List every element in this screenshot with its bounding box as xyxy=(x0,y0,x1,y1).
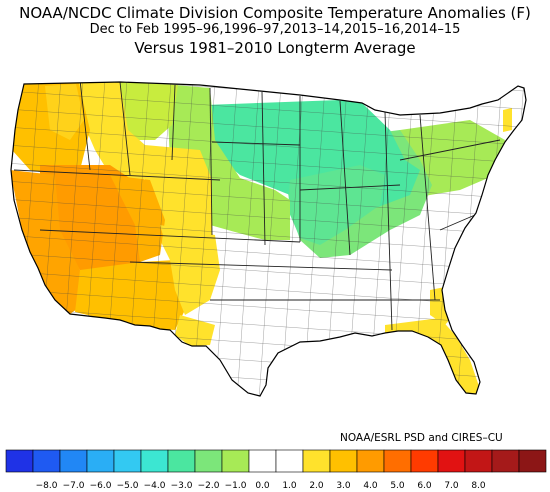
colorbar-cell xyxy=(167,449,196,473)
map-credit: NOAA/ESRL PSD and CIRES–CU xyxy=(340,432,503,444)
colorbar-tick-label: −4.0 xyxy=(144,481,166,491)
colorbar-tick-label: −8.0 xyxy=(36,481,58,491)
colorbar-tick-label: −1.0 xyxy=(225,481,247,491)
colorbar-tick-label: 3.0 xyxy=(336,481,351,491)
colorbar-tick-label: 6.0 xyxy=(417,481,432,491)
colorbar-tick-label: −3.0 xyxy=(171,481,193,491)
colorbar-cell xyxy=(410,449,439,473)
colorbar-cell xyxy=(59,449,88,473)
colorbar-tick-label: 1.0 xyxy=(282,481,297,491)
colorbar-cell xyxy=(248,449,277,473)
colorbar-tick-label: 0.0 xyxy=(255,481,270,491)
colorbar-cell xyxy=(194,449,223,473)
colorbar-cell xyxy=(518,449,547,473)
colorbar-cell xyxy=(437,449,466,473)
us-climate-division-map xyxy=(10,81,527,397)
colorbar-tick-label: 4.0 xyxy=(363,481,378,491)
colorbar-cell xyxy=(491,449,520,473)
colorbar-cell xyxy=(356,449,385,473)
map-subtitle-baseline: Versus 1981–2010 Longterm Average xyxy=(134,39,416,57)
colorbar-cell xyxy=(32,449,61,473)
map-title: NOAA/NCDC Climate Division Composite Tem… xyxy=(19,4,531,22)
colorbar-cell xyxy=(275,449,304,473)
colorbar-cell xyxy=(113,449,142,473)
colorbar-tick-label: −7.0 xyxy=(63,481,85,491)
colorbar-cell xyxy=(464,449,493,473)
colorbar-cell xyxy=(302,449,331,473)
colorbar: −8.0 −7.0 −6.0 −5.0 −4.0 −3.0 −2.0 −1.0 0.0 1.0 2.… xyxy=(5,449,547,491)
map-subtitle-seasons: Dec to Feb 1995–96,1996–97,2013–14,2015–… xyxy=(89,22,461,37)
colorbar-cell xyxy=(329,449,358,473)
colorbar-tick-label: −5.0 xyxy=(117,481,139,491)
colorbar-cell xyxy=(140,449,169,473)
colorbar-tick-label: 5.0 xyxy=(390,481,405,491)
colorbar-tick-label: 8.0 xyxy=(471,481,486,491)
colorbar-cell xyxy=(86,449,115,473)
colorbar-cell xyxy=(383,449,412,473)
colorbar-tick-label: −2.0 xyxy=(198,481,220,491)
colorbar-tick-label: 7.0 xyxy=(444,481,459,491)
colorbar-cell xyxy=(5,449,34,473)
colorbar-tick-label: −6.0 xyxy=(90,481,112,491)
colorbar-tick-label: 2.0 xyxy=(309,481,324,491)
us-border xyxy=(10,81,527,397)
colorbar-cell xyxy=(221,449,250,473)
